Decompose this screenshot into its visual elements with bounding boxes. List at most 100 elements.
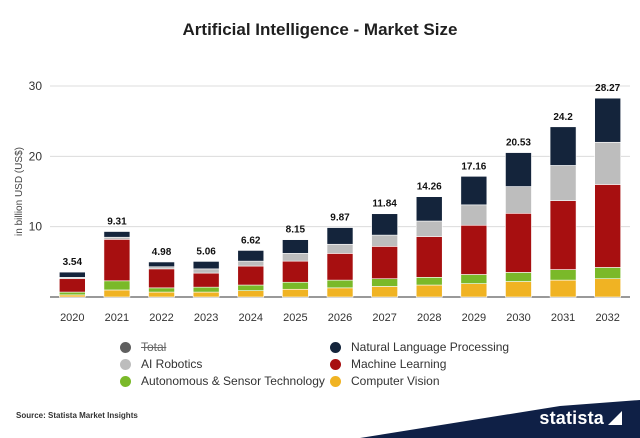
y-axis-label: in billion USD (US$) bbox=[14, 147, 25, 236]
bar-segment bbox=[371, 213, 398, 236]
bar-segment bbox=[282, 239, 309, 254]
total-data-label: 4.98 bbox=[152, 247, 172, 258]
total-data-label: 9.31 bbox=[107, 217, 127, 228]
legend-label: Autonomous & Sensor Technology bbox=[141, 374, 325, 388]
legend-swatch-icon bbox=[120, 358, 131, 370]
total-data-label: 17.16 bbox=[461, 161, 486, 172]
bar-segment bbox=[282, 288, 309, 298]
brand-text: statista bbox=[539, 407, 604, 428]
legend-swatch-icon bbox=[330, 358, 341, 370]
total-data-label: 8.15 bbox=[286, 225, 306, 236]
total-data-label: 20.53 bbox=[506, 138, 531, 149]
legend-label: Computer Vision bbox=[351, 374, 440, 388]
legend-item[interactable]: Total bbox=[120, 340, 166, 354]
bar-segment bbox=[594, 141, 621, 185]
bar-segment bbox=[505, 281, 532, 298]
legend-item[interactable]: Autonomous & Sensor Technology bbox=[120, 374, 325, 388]
bar-segment bbox=[549, 126, 577, 166]
bar-segment bbox=[594, 97, 621, 143]
bar-segment bbox=[192, 261, 220, 270]
x-tick-label: 2025 bbox=[283, 312, 307, 324]
x-tick-label: 2031 bbox=[551, 312, 575, 324]
bar-segment bbox=[59, 271, 86, 278]
x-tick-label: 2028 bbox=[417, 312, 441, 324]
total-data-label: 14.26 bbox=[417, 182, 442, 193]
legend-swatch-icon bbox=[120, 375, 131, 387]
bar-segment bbox=[237, 265, 265, 286]
bar-segment bbox=[282, 260, 309, 283]
bar-segment bbox=[326, 253, 354, 281]
bar-segment bbox=[148, 287, 175, 293]
bar-segment bbox=[326, 287, 354, 298]
bar-segment bbox=[415, 277, 443, 286]
bar-segment bbox=[103, 231, 131, 238]
legend-item[interactable]: Natural Language Processing bbox=[330, 340, 509, 354]
bar-segment bbox=[594, 267, 621, 280]
bar-segment bbox=[103, 289, 131, 298]
bar-segment bbox=[59, 278, 86, 293]
x-tick-label: 2026 bbox=[328, 312, 352, 324]
bar-segment bbox=[460, 204, 488, 226]
total-data-label: 3.54 bbox=[63, 257, 83, 268]
chart-title: Artificial Intelligence - Market Size bbox=[182, 20, 458, 39]
x-tick-label: 2032 bbox=[595, 312, 619, 324]
statista-mark-icon bbox=[608, 411, 622, 425]
bar-segment bbox=[103, 239, 131, 282]
bar-segment bbox=[148, 268, 175, 289]
bar-segment bbox=[505, 152, 532, 187]
legend-item[interactable]: Computer Vision bbox=[330, 374, 440, 388]
legend-item[interactable]: AI Robotics bbox=[120, 357, 202, 371]
source-note: Source: Statista Market Insights bbox=[16, 411, 138, 420]
bar-segment bbox=[505, 186, 532, 214]
bar-segment bbox=[460, 274, 488, 284]
bar-segment bbox=[282, 253, 309, 262]
bar-segment bbox=[460, 283, 488, 298]
bar-segment bbox=[59, 291, 86, 296]
bar-segment bbox=[282, 281, 309, 290]
bar-segment bbox=[237, 260, 265, 267]
x-tick-label: 2020 bbox=[60, 312, 84, 324]
bar-segment bbox=[326, 227, 354, 245]
bar-segment bbox=[192, 268, 220, 274]
legend-swatch-icon bbox=[330, 375, 341, 387]
bar-segment bbox=[594, 184, 621, 268]
x-tick-label: 2029 bbox=[462, 312, 486, 324]
bar-segment bbox=[549, 269, 577, 281]
bar-segment bbox=[549, 200, 577, 270]
legend-label: Total bbox=[141, 340, 167, 354]
x-tick-label: 2024 bbox=[239, 312, 263, 324]
total-data-label: 24.2 bbox=[553, 112, 573, 123]
x-tick-label: 2022 bbox=[149, 312, 173, 324]
bar-segment bbox=[549, 279, 577, 298]
bar-segment bbox=[237, 284, 265, 291]
legend-label: Machine Learning bbox=[351, 357, 447, 371]
legend-label: AI Robotics bbox=[141, 357, 203, 371]
total-data-label: 9.87 bbox=[330, 213, 350, 224]
bar-segment bbox=[460, 176, 488, 206]
statista-logo: statista bbox=[539, 404, 622, 432]
bar-segment bbox=[505, 213, 532, 273]
bar-segment bbox=[415, 196, 443, 222]
legend-swatch-icon bbox=[330, 341, 341, 353]
bar-segment bbox=[148, 266, 175, 270]
x-tick-label: 2027 bbox=[372, 312, 396, 324]
bar-segment bbox=[371, 286, 398, 298]
chart-legend: Total Natural Language Processing AI Robot… bbox=[120, 340, 540, 394]
bar-segment bbox=[371, 278, 398, 287]
y-tick-label: 30 bbox=[29, 79, 43, 93]
bar-segment bbox=[192, 291, 220, 298]
bar-segment bbox=[148, 261, 175, 268]
legend-item[interactable]: Machine Learning bbox=[330, 357, 446, 371]
footer-band bbox=[360, 400, 640, 438]
bar-segment bbox=[326, 243, 354, 254]
bar-segment bbox=[371, 234, 398, 247]
bar-segment bbox=[460, 224, 488, 275]
bar-segment bbox=[371, 246, 398, 280]
bar-segment bbox=[192, 286, 220, 293]
bar-segment bbox=[415, 284, 443, 298]
bar-segment bbox=[103, 236, 131, 240]
total-data-label: 11.84 bbox=[372, 199, 397, 210]
total-data-label: 28.27 bbox=[595, 83, 620, 94]
bar-segment bbox=[415, 236, 443, 278]
